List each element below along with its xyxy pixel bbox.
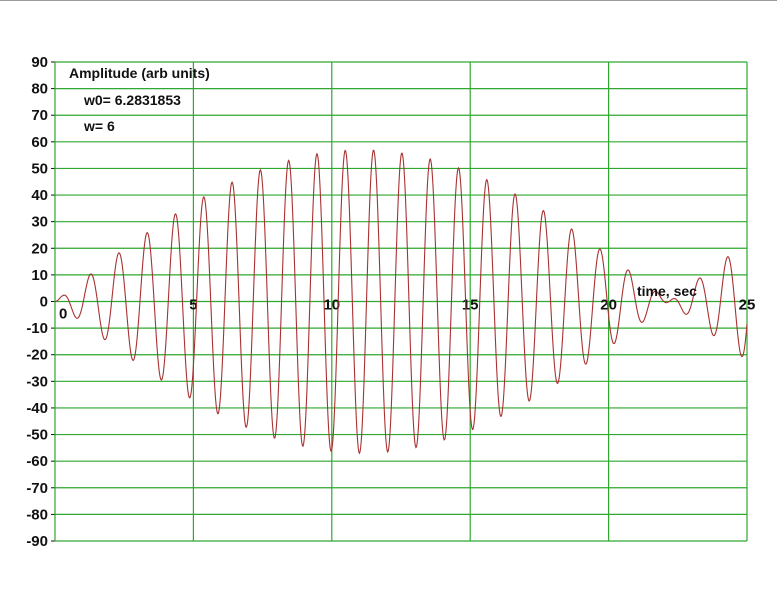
x-tick-labels: 5 10 15 20 25 0 [59,297,755,323]
x-tick-label: 10 [323,297,340,314]
x-tick-label: 25 [739,297,756,314]
x-tick-label: 20 [600,297,617,314]
grid [51,61,748,542]
y-tick-label: -70 [26,480,48,497]
annotation-w0: w0= 6.2831853 [83,92,181,108]
y-tick-label: -80 [26,506,48,523]
y-tick-label: 70 [31,107,48,124]
y-tick-label: 0 [40,294,48,311]
y-tick-label: -10 [26,320,48,337]
y-tick-label: -30 [26,373,48,390]
y-tick-label: -20 [26,347,48,364]
x-tick-label: 0 [59,306,67,323]
y-tick-label: 40 [31,187,48,204]
annotation-w: w= 6 [83,118,115,134]
y-tick-label: -50 [26,427,48,444]
x-axis-label: time, sec [637,283,697,299]
x-tick-label: 15 [462,297,479,314]
y-tick-label: 30 [31,214,48,231]
y-tick-label: 90 [31,54,48,71]
y-tick-labels: 90 80 70 60 50 40 30 20 10 0 -10 -20 -30 -40 -50 -60 -70… [26,54,48,550]
y-tick-label: 80 [31,81,48,98]
top-border [0,0,777,1]
y-tick-label: 10 [31,267,48,284]
y-tick-label: 60 [31,134,48,151]
y-tick-label: -40 [26,400,48,417]
y-tick-label: -60 [26,453,48,470]
series-line [54,149,748,455]
y-tick-label: 50 [31,160,48,177]
y-tick-label: 20 [31,240,48,257]
y-axis-label: Amplitude (arb units) [69,65,210,81]
y-tick-label: -90 [26,533,48,550]
x-tick-label: 5 [189,297,197,314]
